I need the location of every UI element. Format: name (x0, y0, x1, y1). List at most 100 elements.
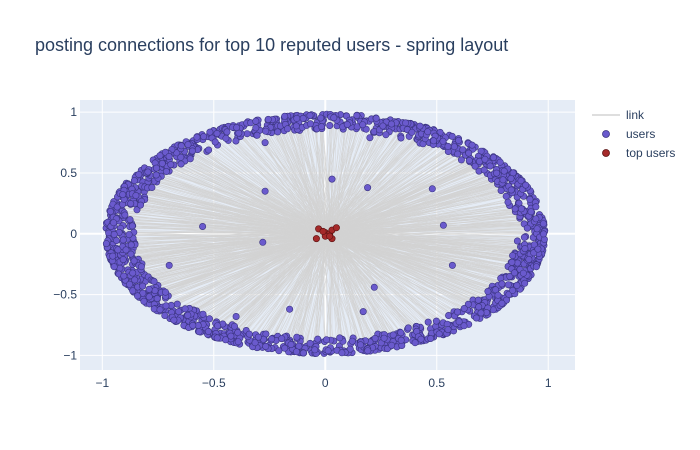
y-tick-label: 0 (70, 227, 77, 241)
user-point (428, 185, 436, 193)
user-point (205, 146, 213, 154)
user-point (158, 159, 166, 167)
user-point (497, 274, 505, 282)
user-point (439, 221, 447, 229)
user-point (328, 175, 336, 183)
user-point (283, 125, 291, 133)
top-user-point (332, 224, 340, 232)
user-point (292, 348, 300, 356)
user-point (475, 303, 483, 311)
user-point (287, 341, 295, 349)
user-point (389, 331, 397, 339)
user-point (509, 252, 517, 260)
y-tick-label: −0.5 (53, 288, 77, 302)
user-point (165, 153, 173, 161)
user-point (130, 177, 138, 185)
user-point (525, 255, 533, 263)
user-point (397, 336, 405, 344)
user-point (127, 241, 135, 249)
user-point (513, 281, 521, 289)
y-tick-label: −1 (63, 348, 77, 362)
legend-label-link: link (626, 108, 645, 122)
user-point (254, 333, 262, 341)
user-point (527, 208, 535, 216)
user-point (286, 305, 294, 313)
x-tick-label: 0.5 (428, 376, 445, 390)
user-point (513, 237, 521, 245)
user-point (472, 314, 480, 322)
user-point (177, 153, 185, 161)
x-tick-label: −1 (95, 376, 109, 390)
user-point (268, 335, 276, 343)
user-point (232, 137, 240, 145)
user-point (222, 134, 230, 142)
user-point (195, 328, 203, 336)
user-point (262, 342, 270, 350)
user-point (264, 115, 272, 123)
user-point (477, 309, 485, 317)
user-point (170, 316, 178, 324)
user-point (510, 269, 518, 277)
user-point (243, 130, 251, 138)
user-point (532, 203, 540, 211)
user-point (497, 187, 505, 195)
user-point (444, 326, 452, 334)
user-point (523, 224, 531, 232)
y-axis-ticks: 1 0.5 0 −0.5 −1 (53, 105, 77, 362)
user-point (186, 155, 194, 163)
user-point (366, 134, 374, 142)
chart-title: posting connections for top 10 reputed u… (35, 35, 508, 55)
user-point (189, 321, 197, 329)
user-point (261, 187, 269, 195)
user-point (261, 139, 269, 147)
user-point (137, 263, 145, 271)
links-layer (106, 114, 545, 354)
user-point (150, 277, 158, 285)
user-point (474, 296, 482, 304)
users-layer (102, 110, 549, 357)
user-point (211, 138, 219, 146)
user-point (119, 191, 127, 199)
user-point (119, 255, 127, 263)
legend-item-top-users[interactable]: top users (602, 146, 676, 160)
user-point (274, 128, 282, 136)
user-point (156, 152, 164, 160)
user-point (430, 137, 438, 145)
user-point (457, 156, 465, 164)
user-point (231, 322, 239, 330)
user-point (184, 311, 192, 319)
user-point (199, 223, 207, 231)
user-point (468, 141, 476, 149)
user-point (534, 245, 542, 253)
user-point (165, 261, 173, 269)
user-point (278, 335, 286, 343)
user-point (128, 222, 136, 230)
x-tick-label: 0 (322, 376, 329, 390)
user-point (460, 322, 468, 330)
user-point (489, 154, 497, 162)
user-point (500, 167, 508, 175)
user-point (222, 336, 230, 344)
user-point (116, 264, 124, 272)
user-point (306, 112, 314, 120)
legend-label-top-users: top users (626, 146, 675, 160)
user-point (132, 192, 140, 200)
y-tick-label: 0.5 (60, 166, 77, 180)
user-point (107, 208, 115, 216)
user-point (292, 122, 300, 130)
user-point (445, 311, 453, 319)
user-point (153, 294, 161, 302)
user-point (481, 155, 489, 163)
user-point (387, 120, 395, 128)
legend-item-users[interactable]: users (602, 127, 656, 141)
user-point (148, 184, 156, 192)
user-point (417, 335, 425, 343)
user-point (223, 128, 231, 136)
user-point (533, 225, 541, 233)
legend-item-link[interactable]: link (592, 108, 645, 122)
user-point (161, 311, 169, 319)
user-point (135, 171, 143, 179)
user-point (450, 143, 458, 151)
user-point (299, 349, 307, 357)
user-point (140, 297, 148, 305)
